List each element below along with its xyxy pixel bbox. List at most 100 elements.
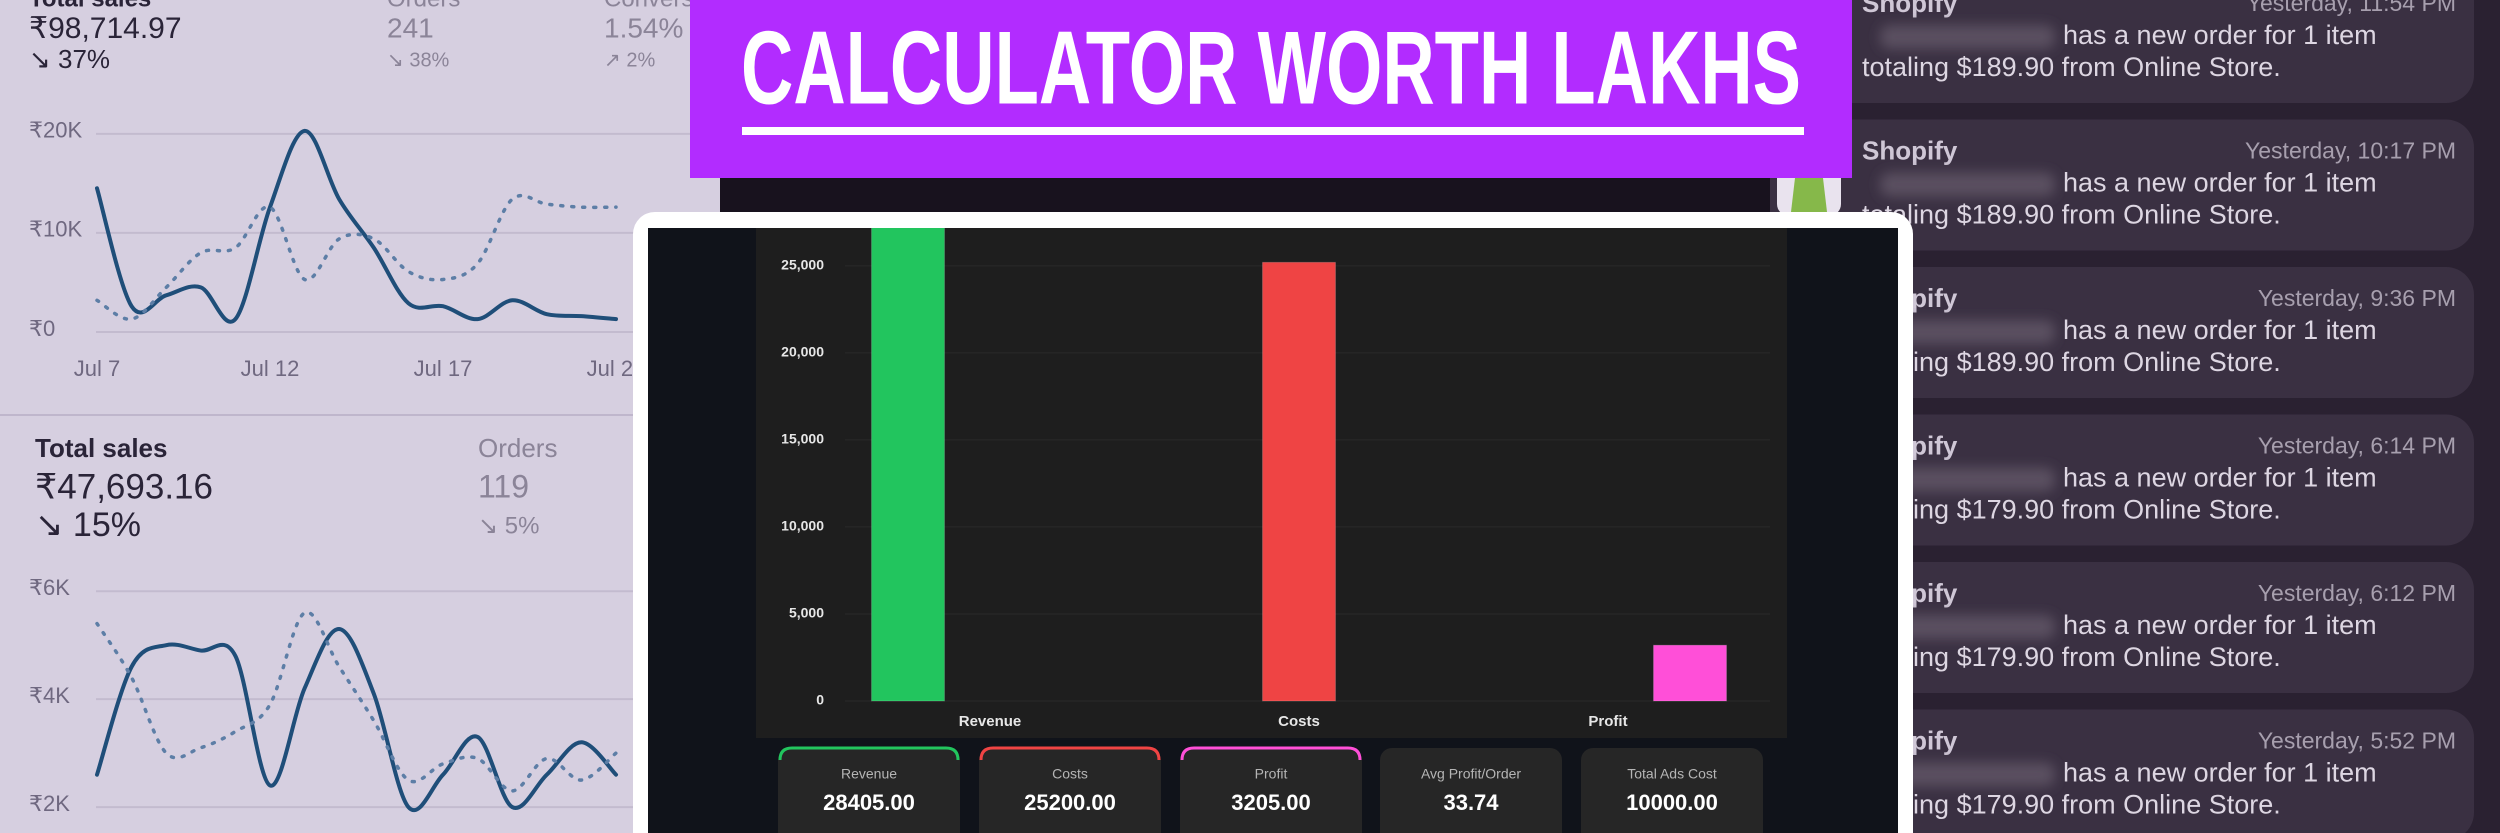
- summary-card: [1380, 748, 1562, 833]
- metric-value: ₹47,693.16: [35, 467, 213, 506]
- y-tick-label: 5,000: [789, 605, 824, 621]
- notification-app: Shopify: [1862, 0, 1958, 18]
- x-tick-label: Jul 7: [74, 356, 120, 381]
- notification-time: Yesterday, 9:36 PM: [2258, 285, 2456, 311]
- x-tick-label: Profit: [1588, 713, 1627, 730]
- y-tick-label: ₹6K: [29, 575, 70, 600]
- notification-line: has a new order for 1 item: [2063, 168, 2377, 198]
- card-value: 25200.00: [1024, 790, 1116, 815]
- y-tick-label: 0: [816, 692, 824, 708]
- notification-line: totaling $179.90 from Online Store.: [1862, 790, 2281, 820]
- blurred-store-name: [1880, 320, 2055, 344]
- series-line: [95, 626, 618, 812]
- notification-time: Yesterday, 5:52 PM: [2258, 728, 2456, 754]
- card-label: Costs: [1052, 766, 1088, 782]
- metric-label: Orders: [387, 0, 460, 12]
- y-tick-label: 20,000: [781, 344, 824, 360]
- card-accent: [778, 746, 960, 761]
- banner-background: [690, 0, 1852, 178]
- card-accent: [979, 746, 1161, 761]
- metric-label: Total sales: [29, 0, 151, 12]
- notification-line: has a new order for 1 item: [2063, 315, 2377, 345]
- x-tick-label: Revenue: [959, 713, 1022, 730]
- y-tick-label: ₹2K: [29, 791, 70, 816]
- y-tick-label: 10,000: [781, 518, 824, 534]
- notification-line: totaling $189.90 from Online Store.: [1862, 347, 2281, 377]
- metric-change: ↘ 38%: [387, 49, 450, 71]
- summary-card: [1180, 748, 1362, 833]
- notification-time: Yesterday, 6:14 PM: [2258, 433, 2456, 459]
- blurred-store-name: [1880, 467, 2055, 492]
- card-accent: [1180, 746, 1362, 761]
- y-tick-label: 25,000: [781, 257, 824, 273]
- bar: [871, 228, 945, 702]
- metric-value: 241: [387, 12, 434, 43]
- blurred-store-name: [1880, 615, 2055, 639]
- banner: CALCULATOR WORTH LAKHS: [690, 0, 1852, 178]
- card-label: Profit: [1255, 766, 1288, 782]
- notification-line: has a new order for 1 item: [2063, 20, 2377, 50]
- notification-line: totaling $189.90 from Online Store.: [1862, 52, 2281, 82]
- notification-time: Yesterday, 6:12 PM: [2258, 580, 2456, 606]
- metric-change: ↘ 37%: [29, 44, 110, 74]
- card-value: 3205.00: [1231, 790, 1311, 815]
- blurred-store-name: [1880, 25, 2055, 49]
- metric-value: 1.54%: [604, 12, 683, 43]
- y-tick-label: ₹10K: [29, 217, 82, 242]
- card-label: Avg Profit/Order: [1421, 766, 1521, 782]
- series-line: [95, 128, 618, 324]
- notification-line: totaling $179.90 from Online Store.: [1862, 642, 2281, 672]
- notification-card: [1770, 562, 2474, 693]
- y-tick-label: ₹20K: [29, 118, 82, 143]
- shopify-bag: [1791, 178, 1827, 212]
- notification-line: totaling $179.90 from Online Store.: [1862, 495, 2281, 525]
- notification-line: totaling $189.90 from Online Store.: [1862, 200, 2281, 230]
- notification-card: [1770, 709, 2474, 833]
- summary-card: [1581, 748, 1763, 833]
- metric-value: 119: [478, 468, 529, 504]
- notification-card: [1770, 414, 2474, 546]
- title-underline: [742, 127, 1804, 135]
- analytics-dashboard: Total sales₹98,714.97↘ 37%Orders241↘ 38%…: [0, 0, 773, 833]
- metric-change: ↗ 2%: [604, 49, 655, 71]
- series-line: [95, 610, 618, 793]
- notification-line: has a new order for 1 item: [2063, 610, 2377, 640]
- x-tick-label: Jul 17: [414, 356, 473, 381]
- bar-group: [871, 228, 1727, 702]
- summary-card: [979, 748, 1161, 833]
- notification-time: Yesterday, 11:54 PM: [2247, 0, 2456, 16]
- dashboard-background: [0, 0, 720, 833]
- metric-label: Orders: [478, 433, 557, 463]
- bar: [1653, 644, 1727, 702]
- y-tick-label: ₹4K: [29, 683, 70, 708]
- bar: [1262, 261, 1336, 702]
- card-label: Total Ads Cost: [1627, 766, 1717, 782]
- card-value: 33.74: [1443, 790, 1499, 815]
- x-tick-label: Jul 12: [241, 356, 300, 381]
- blurred-store-name: [1880, 762, 2055, 787]
- metric-value: ₹98,714.97: [29, 12, 182, 45]
- x-tick-label: Costs: [1278, 713, 1320, 730]
- series-line: [95, 193, 618, 321]
- calculator-panel: 0 5,000 10,000 15,000 20,000 25,000 Revenue Cos…: [633, 212, 1913, 833]
- card-label: Revenue: [841, 766, 897, 782]
- notification-app: Shopify: [1862, 135, 1958, 165]
- notification-line: has a new order for 1 item: [2063, 463, 2377, 493]
- summary-card: [778, 748, 960, 833]
- notification-time: Yesterday, 10:17 PM: [2245, 138, 2456, 164]
- metric-change: ↘ 5%: [478, 512, 539, 539]
- metric-change: ↘ 15%: [35, 506, 141, 544]
- notification-card: [1770, 267, 2474, 398]
- banner-title: CALCULATOR WORTH LAKHS: [741, 10, 1801, 126]
- y-tick-label: ₹0: [29, 316, 55, 341]
- notification-line: has a new order for 1 item: [2063, 758, 2377, 788]
- notification-card: [1770, 119, 2474, 251]
- blurred-store-name: [1880, 172, 2055, 197]
- card-value: 28405.00: [823, 790, 915, 815]
- metric-label: Total sales: [35, 433, 167, 463]
- notifications: Shopify Yesterday, 11:54 PM has a new orde…: [1770, 0, 2500, 833]
- card-value: 10000.00: [1626, 790, 1718, 815]
- y-tick-label: 15,000: [781, 431, 824, 447]
